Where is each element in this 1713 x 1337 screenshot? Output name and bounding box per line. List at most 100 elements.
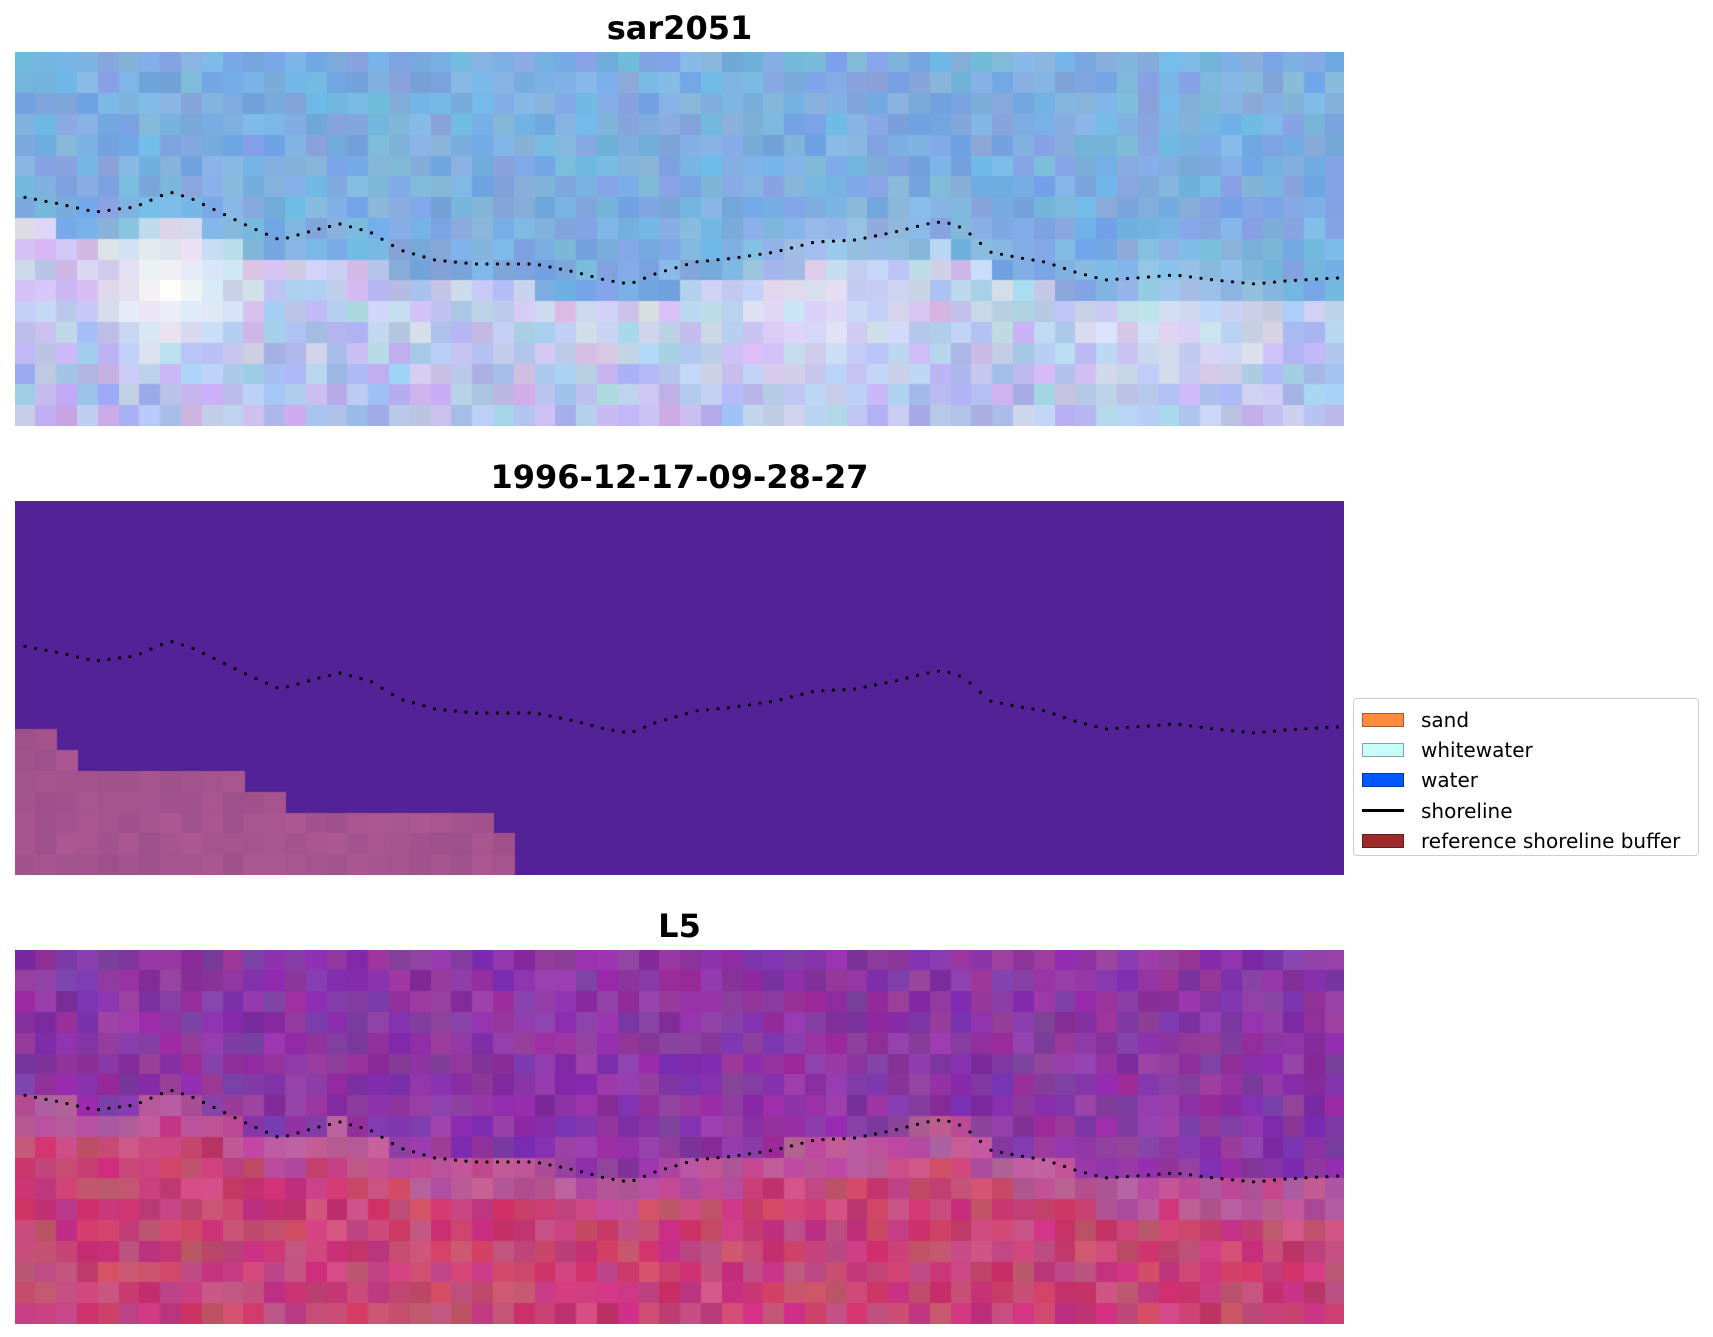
- shoreline-point: [338, 671, 342, 675]
- shoreline-point: [170, 1089, 174, 1093]
- shoreline-point: [170, 640, 174, 644]
- legend: sand whitewater water shoreline referenc…: [1353, 698, 1699, 856]
- shoreline-point: [810, 241, 815, 245]
- shoreline-point: [516, 1160, 521, 1164]
- shoreline-point: [894, 679, 899, 683]
- shoreline-point: [1062, 715, 1067, 720]
- shoreline-point: [1073, 270, 1077, 274]
- shoreline-point: [96, 659, 101, 663]
- shoreline-point: [506, 262, 510, 266]
- shoreline-point: [1283, 279, 1287, 283]
- shoreline-point: [558, 267, 563, 271]
- shoreline-point: [569, 718, 573, 722]
- shoreline-point: [117, 656, 122, 660]
- shoreline-point: [1115, 726, 1119, 730]
- shoreline-point: [611, 279, 615, 283]
- shoreline-point: [264, 681, 269, 685]
- shoreline-point: [107, 657, 111, 661]
- shoreline-point: [1167, 722, 1172, 726]
- shoreline-point: [737, 1153, 741, 1157]
- shoreline-point: [1115, 277, 1119, 281]
- shoreline-point: [705, 1157, 710, 1161]
- shoreline-point: [516, 711, 521, 715]
- shoreline-point: [1241, 281, 1245, 285]
- shoreline-point: [54, 1099, 59, 1103]
- shoreline-point: [75, 206, 80, 210]
- shoreline-point: [810, 1139, 815, 1143]
- shoreline-point: [537, 263, 542, 267]
- shoreline-point: [474, 262, 479, 266]
- shoreline-point: [590, 274, 594, 279]
- shoreline-point: [590, 723, 594, 728]
- shoreline-point: [1199, 725, 1203, 729]
- shoreline-point: [1262, 730, 1266, 734]
- shoreline-point: [789, 695, 794, 699]
- legend-label: water: [1421, 768, 1478, 793]
- shoreline-point: [254, 1126, 258, 1130]
- shoreline-point: [726, 706, 731, 710]
- shoreline-point: [1230, 729, 1235, 733]
- shoreline-swatch: [1362, 809, 1404, 813]
- shoreline-point: [128, 1104, 132, 1108]
- shoreline-point: [1304, 1176, 1308, 1180]
- shoreline-point: [432, 1156, 437, 1160]
- legend-label: reference shoreline buffer: [1421, 828, 1681, 853]
- classification-image: [15, 501, 1344, 875]
- shoreline-point: [579, 721, 584, 725]
- shoreline-point: [999, 1150, 1004, 1154]
- shoreline-point: [170, 191, 174, 195]
- shoreline-point: [831, 1137, 836, 1141]
- shoreline-point: [222, 1111, 227, 1115]
- shoreline-point: [401, 1147, 405, 1151]
- shoreline-point: [128, 206, 132, 210]
- shoreline-point: [653, 721, 657, 725]
- shoreline-point: [1157, 1172, 1161, 1176]
- legend-item-whitewater: whitewater: [1362, 735, 1698, 765]
- shoreline-point: [159, 194, 164, 198]
- shoreline-point: [926, 1120, 930, 1124]
- shoreline-point: [779, 697, 783, 702]
- shoreline-point: [212, 656, 216, 661]
- shoreline-point: [1188, 275, 1193, 279]
- shoreline-point: [138, 652, 143, 656]
- shoreline-point: [1031, 258, 1035, 262]
- shoreline-point: [884, 681, 888, 685]
- shoreline-point: [558, 1165, 563, 1169]
- shoreline-point: [579, 1170, 584, 1174]
- shoreline-point: [779, 248, 783, 253]
- shoreline-point: [674, 266, 678, 270]
- shoreline-point: [968, 232, 972, 236]
- shoreline-point: [1304, 278, 1308, 282]
- shoreline-point: [401, 249, 405, 253]
- shoreline-point: [1230, 1178, 1235, 1182]
- shoreline-point: [149, 1096, 153, 1100]
- shoreline-point: [359, 228, 363, 232]
- shoreline-point: [107, 208, 111, 212]
- shoreline-point: [243, 672, 248, 676]
- shoreline-point: [285, 685, 290, 689]
- shoreline-point: [33, 197, 38, 201]
- shoreline-point: [1031, 1156, 1035, 1160]
- shoreline-point: [642, 1174, 647, 1178]
- shoreline-point: [705, 259, 710, 263]
- shoreline-point: [233, 667, 237, 671]
- shoreline-point: [716, 707, 720, 711]
- shoreline-point: [695, 709, 699, 713]
- shoreline-point: [401, 698, 405, 702]
- shoreline-point: [1230, 280, 1235, 284]
- shoreline-points: [23, 191, 1340, 286]
- shoreline-point: [243, 223, 248, 227]
- shoreline-point: [327, 673, 332, 678]
- shoreline-point: [1241, 730, 1245, 734]
- shoreline-point: [1167, 1171, 1172, 1175]
- shoreline-point: [852, 687, 857, 691]
- shoreline-point: [495, 711, 500, 715]
- shoreline-point: [1335, 725, 1340, 729]
- shoreline-point: [905, 676, 909, 680]
- shoreline-point: [285, 1134, 290, 1138]
- shoreline-point: [653, 272, 657, 276]
- shoreline-point: [527, 711, 531, 715]
- shoreline-point: [191, 646, 195, 650]
- shoreline-point: [201, 651, 206, 656]
- shoreline-point: [422, 255, 426, 259]
